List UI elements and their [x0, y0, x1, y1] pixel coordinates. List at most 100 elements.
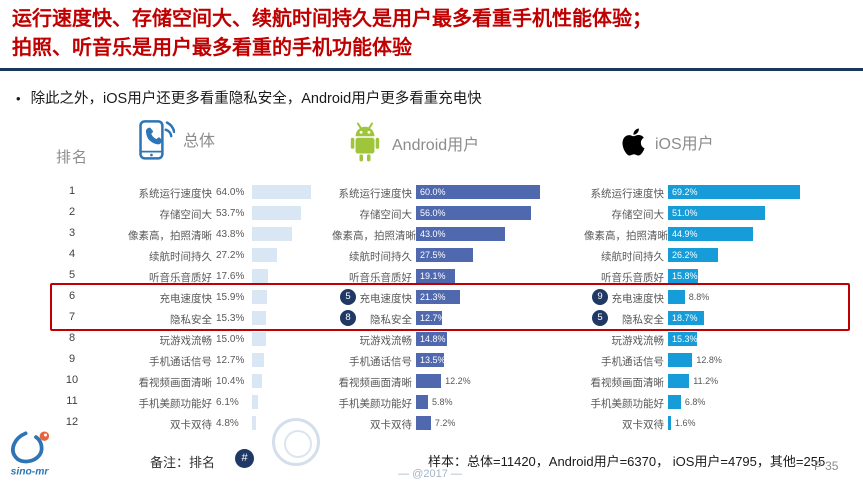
table-row: 1 系统运行速度快 64.0% 系统运行速度快 60.0% 系统运行速度快 69…: [0, 181, 863, 202]
android-value: 14.8%: [420, 334, 446, 344]
overall-header-label: 总体: [183, 133, 216, 150]
android-value: 56.0%: [420, 208, 446, 218]
chart-group-header-ios: iOS用户: [620, 126, 714, 158]
android-value: 12.2%: [445, 376, 471, 386]
sino-mr-logo: sino-mr: [5, 428, 65, 483]
category-label-ios: 手机美颜功能好: [590, 398, 665, 410]
category-label-android: 隐私安全: [370, 314, 412, 326]
android-value: 27.5%: [420, 250, 446, 260]
table-row: 12 双卡双待 4.8% 双卡双待 7.2% 双卡双待 1.6%: [0, 412, 863, 433]
category-label-android: 手机通话信号: [349, 356, 412, 368]
android-value: 43.0%: [420, 229, 446, 239]
overall-bar: [252, 184, 311, 199]
ios-value: 8.8%: [688, 292, 710, 302]
overall-value: 53.7%: [216, 207, 245, 219]
ios-value: 69.2%: [672, 187, 698, 197]
overall-bar: [252, 373, 262, 388]
ios-rank-badge: 9: [592, 288, 608, 305]
rank-number: 5: [68, 269, 76, 281]
ios-value: 44.9%: [672, 229, 698, 239]
rank-number: 8: [68, 332, 76, 344]
android-bar: [416, 310, 443, 325]
table-row: 2 存储空间大 53.7% 存储空间大 56.0% 存储空间大 51.0%: [0, 202, 863, 223]
category-label-overall: 存储空间大: [159, 209, 213, 221]
rank-number: 3: [68, 227, 76, 239]
ios-bar: [668, 394, 681, 409]
title-line-2: 拍照、听音乐是用户最多看重的手机功能体验: [12, 37, 412, 59]
overall-bar: [252, 331, 266, 346]
android-bar: [416, 205, 532, 220]
table-row: 6 充电速度快 15.9% 5 充电速度快 21.3% 9 充电速度快 8.8%: [0, 286, 863, 307]
android-value: 12.7%: [420, 313, 446, 323]
category-label-android: 双卡双待: [370, 419, 412, 431]
rank-number: 10: [65, 374, 79, 386]
ios-bar: [668, 415, 671, 430]
overall-bar: [252, 268, 269, 283]
rank-number: 4: [68, 248, 76, 260]
ios-value: 1.6%: [675, 418, 696, 428]
android-value: 5.8%: [431, 397, 453, 407]
overall-value: 43.8%: [216, 228, 245, 240]
ios-bar: [668, 226, 754, 241]
ios-value: 12.8%: [696, 355, 722, 365]
ios-bar: [668, 205, 765, 220]
table-row: 8 玩游戏流畅 15.0% 玩游戏流畅 14.8% 玩游戏流畅 15.3%: [0, 328, 863, 349]
overall-bar: [252, 205, 302, 220]
chart-rows: 1 系统运行速度快 64.0% 系统运行速度快 60.0% 系统运行速度快 69…: [0, 181, 863, 435]
category-label-overall: 听音乐音质好: [149, 272, 212, 284]
category-label-ios: 充电速度快: [611, 293, 665, 305]
category-label-ios: 隐私安全: [622, 314, 664, 326]
android-bar: [416, 415, 431, 430]
ios-value: 15.3%: [672, 334, 698, 344]
logo-text: sino-mr: [11, 467, 50, 478]
category-label-overall: 看视频画面清晰: [138, 377, 213, 389]
ios-value: 51.0%: [672, 208, 698, 218]
android-bar: [416, 247, 473, 262]
ios-bar: [668, 352, 693, 367]
android-bar: [416, 226, 505, 241]
android-bar: [416, 331, 447, 346]
category-label-android: 玩游戏流畅: [359, 335, 413, 347]
category-label-android: 充电速度快: [359, 293, 413, 305]
category-label-android: 存储空间大: [359, 209, 413, 221]
title-divider: [0, 68, 863, 71]
rank-number: 11: [66, 395, 78, 407]
android-value: 13.5%: [420, 355, 446, 365]
category-label-overall: 续航时间持久: [149, 251, 212, 263]
category-label-ios: 看视频画面清晰: [590, 377, 665, 389]
rank-header: 排名: [55, 149, 88, 166]
android-bar: [416, 352, 444, 367]
page-number: P 35: [814, 459, 839, 473]
android-icon: [346, 122, 384, 163]
category-label-android: 像素高，拍照清晰: [332, 230, 416, 242]
category-label-ios: 续航时间持久: [601, 251, 664, 263]
rank-number: 6: [68, 290, 76, 302]
watermark-ring: [272, 418, 320, 466]
sample-size-text: 样本：总体=11420，Android用户=6370， iOS用户=4795，其…: [428, 454, 826, 469]
overall-bar: [252, 310, 267, 325]
category-label-ios: 玩游戏流畅: [611, 335, 665, 347]
category-label-ios: 手机通话信号: [601, 356, 664, 368]
category-label-overall: 像素高，拍照清晰: [128, 230, 212, 242]
ios-value: 11.2%: [693, 376, 719, 386]
chart-group-header-android: Android用户: [346, 122, 479, 163]
overall-value: 4.8%: [216, 417, 239, 429]
ios-bar: [668, 268, 698, 283]
rank-number: 12: [65, 416, 79, 428]
apple-icon: [620, 126, 647, 158]
ios-bar: [668, 310, 704, 325]
category-label-android: 系统运行速度快: [338, 188, 413, 200]
overall-value: 64.0%: [216, 186, 245, 198]
table-row: 7 隐私安全 15.3% 8 隐私安全 12.7% 5 隐私安全 18.7%: [0, 307, 863, 328]
category-label-android: 续航时间持久: [349, 251, 412, 263]
ios-value: 6.8%: [684, 397, 706, 407]
android-bar: [416, 268, 456, 283]
title-line-1: 运行速度快、存储空间大、续航时间持久是用户最多看重手机性能体验；: [12, 8, 652, 30]
table-row: 10 看视频画面清晰 10.4% 看视频画面清晰 12.2% 看视频画面清晰 1…: [0, 370, 863, 391]
category-label-ios: 像素高，拍照清晰: [584, 230, 668, 242]
category-label-overall: 充电速度快: [159, 293, 213, 305]
category-label-overall: 隐私安全: [170, 314, 212, 326]
overall-bar: [252, 415, 257, 430]
overall-bar: [252, 247, 277, 262]
